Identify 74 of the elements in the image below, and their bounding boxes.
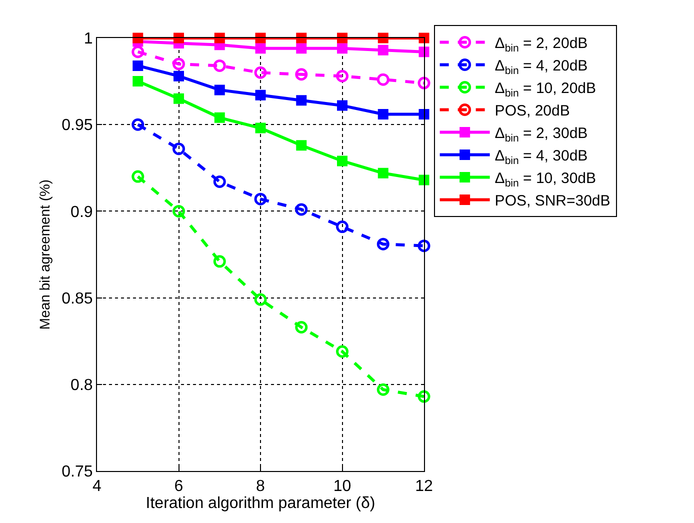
point bbox=[174, 93, 184, 104]
point bbox=[337, 43, 348, 54]
point bbox=[172, 204, 185, 218]
point bbox=[172, 58, 185, 70]
point bbox=[255, 43, 266, 54]
point bbox=[132, 32, 144, 44]
point bbox=[254, 293, 267, 306]
legend-label: Δ$_{bin}$ = 10, 20dB bbox=[494, 80, 596, 100]
y-tick-label: 0.8 bbox=[70, 377, 93, 394]
point bbox=[296, 140, 307, 151]
point bbox=[132, 46, 144, 58]
point bbox=[214, 32, 225, 44]
point bbox=[213, 255, 226, 268]
point bbox=[337, 100, 348, 111]
legend-label: POS, SNR=30dB bbox=[494, 192, 610, 210]
legend-label: Δ$_{bin}$ = 2, 20dB bbox=[494, 35, 588, 54]
y-tick-label: 0.9 bbox=[70, 204, 93, 221]
point bbox=[214, 112, 225, 123]
point bbox=[132, 118, 144, 131]
point bbox=[418, 76, 430, 90]
point bbox=[255, 122, 266, 134]
point bbox=[378, 32, 388, 44]
point bbox=[336, 345, 348, 358]
point bbox=[295, 203, 308, 216]
point bbox=[378, 44, 388, 56]
point bbox=[174, 32, 184, 44]
y-axis-title: Mean bit agreement (%) bbox=[36, 179, 52, 330]
point bbox=[418, 240, 430, 252]
x-tick-label: 6 bbox=[174, 478, 184, 496]
point bbox=[337, 32, 348, 44]
point bbox=[255, 32, 266, 44]
point bbox=[296, 32, 307, 44]
point bbox=[418, 32, 430, 44]
x-tick-label: 12 bbox=[415, 478, 433, 496]
point bbox=[213, 176, 226, 188]
point bbox=[378, 108, 388, 120]
point bbox=[254, 66, 267, 79]
y-tick-label: 1 bbox=[84, 30, 93, 48]
point bbox=[296, 95, 307, 106]
point bbox=[214, 84, 225, 96]
legend-label: POS, 20dB bbox=[494, 102, 570, 120]
legend-label: Δ$_{bin}$ = 10, 30dB bbox=[494, 170, 596, 190]
point bbox=[255, 90, 266, 100]
point bbox=[418, 174, 430, 186]
point bbox=[337, 156, 348, 166]
x-tick-label: 4 bbox=[92, 478, 102, 496]
x-axis-title: Iteration algorithm parameter (δ) bbox=[146, 495, 376, 512]
point bbox=[254, 192, 267, 206]
point bbox=[132, 170, 144, 183]
point bbox=[418, 46, 430, 58]
point bbox=[376, 73, 390, 86]
point bbox=[295, 320, 308, 334]
point bbox=[418, 108, 430, 120]
point bbox=[418, 390, 430, 403]
y-tick-label: 0.95 bbox=[62, 117, 93, 134]
y-tick-label: 0.85 bbox=[62, 290, 93, 308]
point bbox=[172, 142, 185, 156]
legend-label: Δ$_{bin}$ = 2, 30dB bbox=[494, 125, 588, 144]
legend-label: Δ$_{bin}$ = 4, 20dB bbox=[494, 58, 588, 77]
point bbox=[336, 220, 348, 234]
point bbox=[213, 59, 226, 72]
point bbox=[376, 238, 390, 250]
y-tick-label: 0.75 bbox=[62, 464, 93, 481]
point bbox=[132, 76, 144, 87]
point bbox=[378, 168, 388, 178]
point bbox=[376, 383, 390, 396]
legend-label: Δ$_{bin}$ = 4, 30dB bbox=[494, 148, 588, 167]
point bbox=[336, 70, 348, 82]
point bbox=[296, 43, 307, 54]
x-tick-label: 10 bbox=[333, 478, 352, 496]
point bbox=[132, 60, 144, 71]
point bbox=[174, 70, 184, 82]
point bbox=[295, 68, 308, 81]
x-tick-label: 8 bbox=[256, 478, 266, 496]
